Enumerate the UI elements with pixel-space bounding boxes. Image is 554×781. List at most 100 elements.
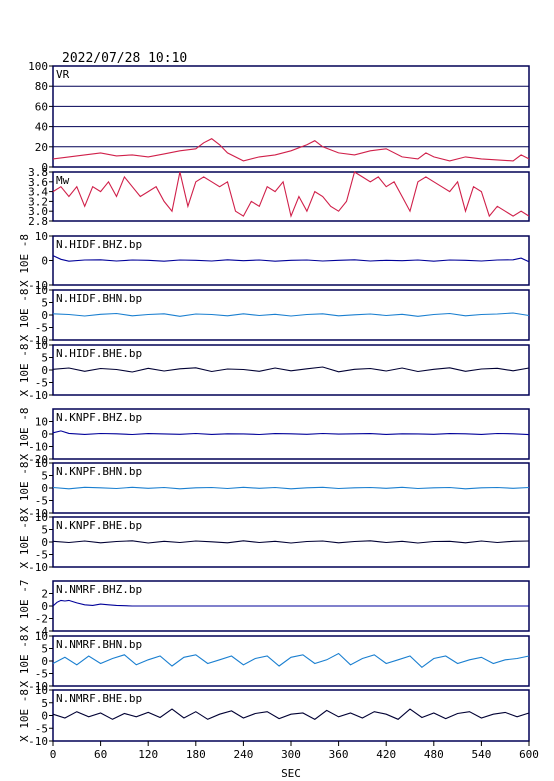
series-line-vr [52, 138, 530, 162]
series-line-knpf-bhn [52, 486, 530, 490]
y-tick-label: 10 [35, 230, 48, 243]
panel-label: N.HIDF.BHN.bp [56, 292, 142, 305]
panel-frame [52, 171, 530, 222]
y-tick-label: -10 [28, 735, 48, 748]
x-tick-label: 180 [186, 748, 206, 761]
scale-label: X 10E -8 [18, 289, 31, 342]
y-tick-label: 0 [41, 364, 48, 377]
panel-label: N.KNPF.BHN.bp [56, 465, 142, 478]
y-tick-label: -10 [28, 507, 48, 520]
y-tick-label: -10 [28, 441, 48, 454]
x-axis: 0 60 120 180 240 300 360 420 480 540 600 [50, 741, 539, 761]
panel-label: N.KNPF.BHZ.bp [56, 411, 142, 424]
y-tick-label: 100 [28, 60, 48, 73]
panel-label: N.NMRF.BHE.bp [56, 692, 142, 705]
y-tick-label: -5 [35, 322, 48, 335]
x-axis-label: SEC [281, 767, 301, 780]
panel-nmrf-bhz: -4-202 N.NMRF.BHZ.bp X 10E -7 [18, 580, 530, 638]
y-tick-label: -10 [28, 561, 48, 574]
y-tick-label: 10 [35, 457, 48, 470]
panels: 020406080100VR2.83.03.23.43.63.8Mw-10010… [18, 60, 530, 748]
y-tick-label: 3.2 [28, 195, 48, 208]
y-tick-label: -4 [35, 625, 49, 638]
y-tick-label: 2.8 [28, 215, 48, 228]
y-tick-label: 0 [41, 600, 48, 613]
x-tick-label: 600 [519, 748, 539, 761]
series-line-hidf-bhz [52, 255, 530, 263]
y-tick-label: 3.8 [28, 166, 48, 179]
y-tick-label: 40 [35, 121, 48, 134]
y-tick-label: -10 [28, 334, 48, 347]
y-tick-label: -5 [35, 722, 48, 735]
y-tick-label: 10 [35, 511, 48, 524]
y-tick-label: -5 [35, 549, 48, 562]
y-tick-label: 0 [41, 309, 48, 322]
y-tick-label: 5 [41, 470, 48, 483]
y-tick-label: 10 [35, 416, 48, 429]
series-line-nmrf-bhe [52, 708, 530, 720]
panel-frame [52, 65, 530, 168]
series-line-nmrf-bhn [52, 652, 530, 669]
y-tick-label: 0 [41, 655, 48, 668]
panel-label: N.NMRF.BHN.bp [56, 638, 142, 651]
y-tick-label: 0 [41, 161, 48, 174]
x-tick-label: 60 [94, 748, 107, 761]
series-line-nmrf-bhz [52, 599, 529, 607]
panel-label: N.KNPF.BHE.bp [56, 519, 142, 532]
panel-label: N.HIDF.BHZ.bp [56, 238, 142, 251]
y-tick-label: 0 [41, 255, 48, 268]
y-tick-label: 2 [41, 588, 48, 601]
panel-label: N.HIDF.BHE.bp [56, 347, 142, 360]
y-tick-label: 10 [35, 339, 48, 352]
y-tick-label: -5 [35, 495, 48, 508]
scale-label: X 10E -8 [18, 234, 31, 287]
y-tick-label: 10 [35, 284, 48, 297]
series-line-hidf-bhn [52, 312, 530, 317]
series-line-hidf-bhe [52, 366, 530, 373]
scale-label: X 10E -7 [18, 580, 31, 633]
y-tick-label: 5 [41, 643, 48, 656]
y-tick-label: 0 [41, 428, 48, 441]
scale-label: X 10E -8 [18, 408, 31, 461]
x-tick-label: 420 [376, 748, 396, 761]
scale-label: X 10E -8 [18, 344, 31, 397]
panel-hidf-bhz: -10 0 10 N.HIDF.BHZ.bp X 10E -8 [18, 230, 530, 292]
y-tick-label: 5 [41, 297, 48, 310]
y-tick-label: -10 [28, 389, 48, 402]
panel-mw: 2.83.03.23.43.63.8 Mw [28, 166, 530, 228]
y-tick-label: 3.4 [28, 186, 48, 199]
scale-label: X 10E -8 [18, 635, 31, 688]
y-tick-label: 5 [41, 524, 48, 537]
x-tick-label: 300 [281, 748, 301, 761]
y-tick-label: 3.6 [28, 176, 48, 189]
x-tick-label: 480 [424, 748, 444, 761]
y-tick-label: 5 [41, 352, 48, 365]
y-tick-label: 3.0 [28, 205, 48, 218]
x-tick-label: 360 [329, 748, 349, 761]
y-tick-label: -5 [35, 377, 48, 390]
y-tick-label: 10 [35, 684, 48, 697]
y-tick-label: 5 [41, 697, 48, 710]
y-tick-label: -20 [28, 453, 48, 466]
timestamp: 2022/07/28 10:10 [62, 51, 187, 66]
panel-label: VR [56, 68, 70, 81]
panel-label: N.NMRF.BHZ.bp [56, 583, 142, 596]
y-tick-label: 0 [41, 536, 48, 549]
x-tick-label: 240 [233, 748, 253, 761]
scale-label: X 10E -8 [18, 462, 31, 515]
x-tick-label: 0 [50, 748, 57, 761]
y-tick-label: -10 [28, 680, 48, 693]
y-tick-label: 80 [35, 80, 48, 93]
y-tick-label: 10 [35, 630, 48, 643]
scale-label: X 10E -8 [18, 516, 31, 569]
x-tick-label: 540 [471, 748, 491, 761]
scale-label: X 10E -8 [18, 689, 31, 742]
y-tick-label: -2 [35, 613, 48, 626]
series-line-mw [52, 171, 530, 218]
